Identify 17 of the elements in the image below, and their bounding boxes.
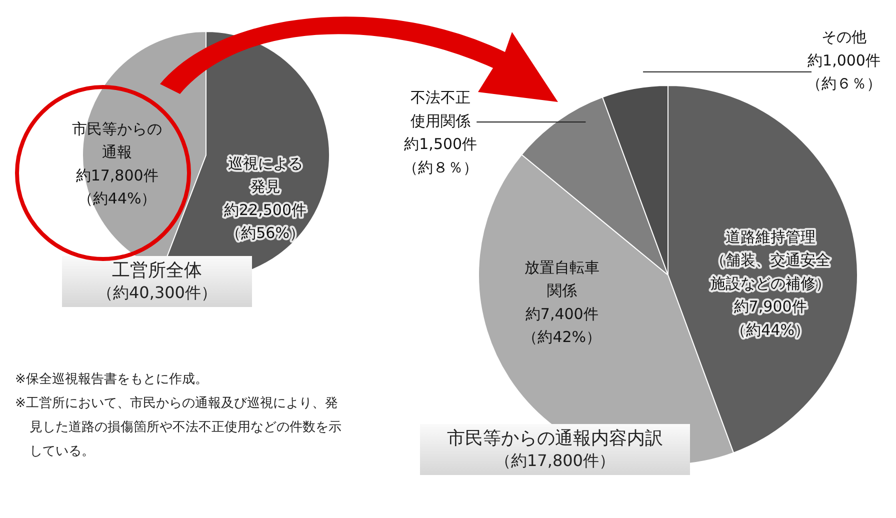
data-label: 約1,000件（約６％）: [806, 51, 882, 93]
slice-label: その他: [822, 28, 866, 46]
data-label: 約17,800件（約44%）: [76, 166, 158, 208]
text: （約17,800件）: [494, 450, 616, 470]
text: 工営所全体: [111, 260, 203, 282]
data-label: 約7,900件（約44%）: [731, 298, 810, 339]
text: ※保全巡視報告書をもとに作成。: [15, 371, 209, 389]
text: （約40,300件）: [96, 282, 218, 302]
slice-label: 巡視による発見: [228, 154, 303, 196]
data-label: 約1,500件（約８％）: [403, 135, 478, 176]
data-label: 約7,400件（約42%）: [522, 304, 602, 346]
slice-label: 市民等からの通報: [72, 120, 162, 162]
data-label: 約22,500件（約56%）: [224, 200, 307, 242]
text: 市民等からの通報内容内訳: [446, 428, 664, 450]
slice-label: 放置自転車関係: [524, 258, 600, 300]
slice-label: 不法不正使用関係: [410, 88, 471, 130]
text: ※工営所において、市民からの通報及び巡視により、発見した道路の損傷箇所や不法不正使用などの件数を示している。: [15, 395, 342, 461]
